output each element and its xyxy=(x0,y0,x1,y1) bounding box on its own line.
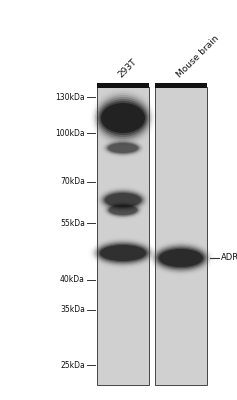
Ellipse shape xyxy=(100,101,146,135)
Ellipse shape xyxy=(95,95,151,141)
Ellipse shape xyxy=(104,140,142,156)
Ellipse shape xyxy=(101,190,145,210)
Ellipse shape xyxy=(98,99,148,137)
Text: Mouse brain: Mouse brain xyxy=(175,33,220,79)
Ellipse shape xyxy=(100,245,146,261)
Ellipse shape xyxy=(152,243,210,273)
Ellipse shape xyxy=(97,97,149,139)
Ellipse shape xyxy=(96,242,150,264)
Ellipse shape xyxy=(107,142,139,154)
Bar xyxy=(97,87,149,385)
Ellipse shape xyxy=(94,241,152,265)
Text: 25kDa: 25kDa xyxy=(60,360,85,370)
Ellipse shape xyxy=(92,91,154,145)
Ellipse shape xyxy=(101,103,145,133)
Ellipse shape xyxy=(156,246,206,270)
Ellipse shape xyxy=(104,192,142,208)
Ellipse shape xyxy=(150,242,212,274)
Ellipse shape xyxy=(107,204,139,216)
Ellipse shape xyxy=(155,245,207,270)
Text: 40kDa: 40kDa xyxy=(60,276,85,284)
Ellipse shape xyxy=(158,248,205,268)
Ellipse shape xyxy=(91,238,155,267)
Ellipse shape xyxy=(106,203,140,217)
Ellipse shape xyxy=(99,188,147,212)
Ellipse shape xyxy=(92,240,154,266)
Ellipse shape xyxy=(105,141,141,155)
Text: ADRA2C: ADRA2C xyxy=(221,254,237,262)
Ellipse shape xyxy=(106,142,140,154)
Ellipse shape xyxy=(105,193,141,207)
Ellipse shape xyxy=(94,93,152,143)
Bar xyxy=(97,83,149,88)
Text: 35kDa: 35kDa xyxy=(60,306,85,314)
Text: 100kDa: 100kDa xyxy=(55,128,85,138)
Ellipse shape xyxy=(103,191,143,209)
Ellipse shape xyxy=(105,202,141,218)
Text: 293T: 293T xyxy=(117,57,139,79)
Ellipse shape xyxy=(153,244,209,272)
Bar xyxy=(155,83,207,88)
Text: 70kDa: 70kDa xyxy=(60,178,85,186)
Ellipse shape xyxy=(97,243,149,263)
Ellipse shape xyxy=(100,189,146,211)
Text: 130kDa: 130kDa xyxy=(55,92,85,102)
Bar xyxy=(155,87,207,385)
Ellipse shape xyxy=(109,205,137,215)
Ellipse shape xyxy=(108,204,138,216)
Ellipse shape xyxy=(159,249,203,267)
Ellipse shape xyxy=(108,143,138,153)
Text: 55kDa: 55kDa xyxy=(60,218,85,228)
Ellipse shape xyxy=(98,244,148,262)
Ellipse shape xyxy=(103,140,143,156)
Ellipse shape xyxy=(104,202,142,218)
